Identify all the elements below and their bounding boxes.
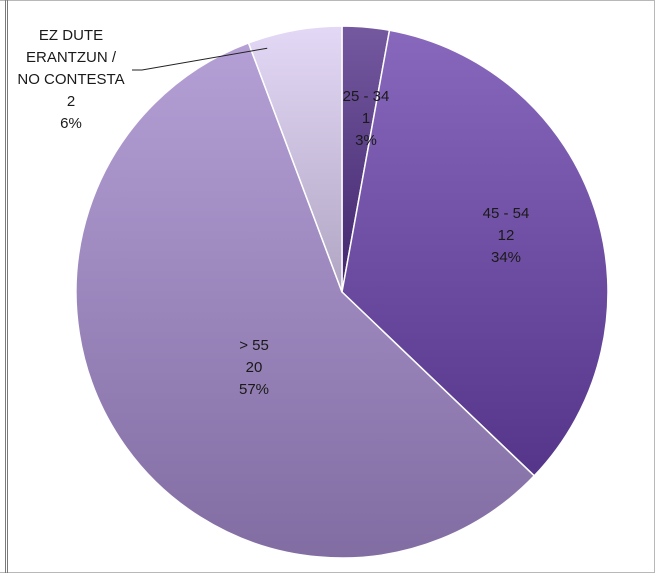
slice-label-0: 25 - 34 1 3% bbox=[343, 88, 390, 149]
labels-layer: 25 - 34 1 3% 45 - 54 12 34% > 55 20 57% EZ DUTE ER… bbox=[17, 27, 529, 398]
slice-label-1: 45 - 54 12 34% bbox=[483, 205, 530, 266]
pie-slice-1 bbox=[341, 29, 609, 477]
frame-edge bbox=[0, 0, 8, 573]
slices-layer bbox=[75, 25, 609, 559]
leader-line-3 bbox=[132, 47, 268, 71]
pie-slice-2 bbox=[75, 41, 536, 559]
pie-slice-3 bbox=[247, 25, 343, 293]
slice-label-3: EZ DUTE ERANTZUN / NO CONTESTA 2 6% bbox=[17, 27, 124, 132]
slice-label-2: > 55 20 57% bbox=[239, 337, 269, 398]
